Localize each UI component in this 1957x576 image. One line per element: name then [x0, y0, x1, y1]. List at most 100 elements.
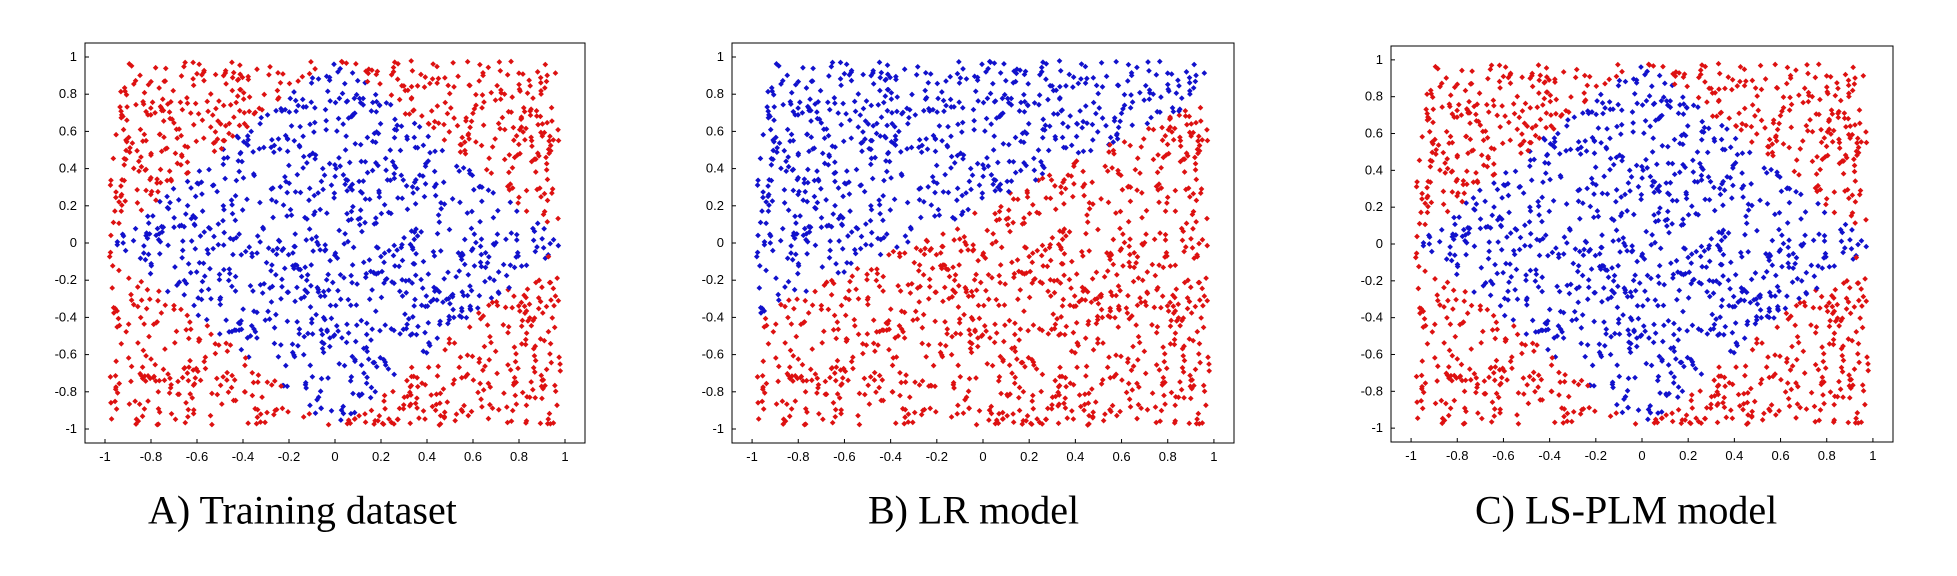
point-blue: [954, 152, 961, 159]
point-red: [113, 406, 120, 412]
point-red: [925, 342, 932, 348]
point-blue: [357, 188, 364, 195]
point-red: [1497, 410, 1503, 416]
point-blue: [1045, 96, 1051, 103]
point-red: [130, 301, 137, 308]
point-blue: [325, 271, 331, 278]
point-red: [505, 323, 512, 330]
point-blue: [954, 185, 961, 192]
point-red: [1029, 392, 1036, 399]
y-tick-label: 0.4: [59, 161, 77, 176]
point-blue: [308, 320, 315, 326]
point-red: [1136, 339, 1143, 346]
point-red: [949, 333, 955, 340]
point-blue: [1707, 178, 1714, 185]
point-red: [172, 416, 179, 423]
point-blue: [1774, 283, 1781, 290]
point-blue: [917, 185, 924, 191]
point-red: [1134, 254, 1141, 260]
point-blue: [1754, 227, 1760, 234]
point-blue: [1615, 237, 1622, 243]
point-red: [440, 386, 447, 392]
point-red: [259, 394, 265, 400]
point-red: [1168, 317, 1174, 324]
point-red: [484, 322, 491, 328]
point-blue: [1771, 315, 1777, 321]
point-red: [807, 366, 814, 373]
point-red: [407, 401, 414, 408]
point-red: [1167, 124, 1174, 130]
point-red: [1137, 170, 1143, 176]
point-blue: [384, 177, 391, 183]
point-red: [1071, 293, 1078, 299]
point-red: [451, 115, 457, 121]
point-red: [401, 83, 407, 89]
point-blue: [959, 104, 966, 111]
point-blue: [980, 173, 986, 180]
point-red: [1172, 262, 1179, 269]
point-blue: [908, 144, 915, 151]
point-red: [478, 396, 484, 403]
point-blue: [1078, 76, 1084, 82]
x-tick-label: 0.2: [1020, 449, 1038, 464]
point-red: [1729, 76, 1736, 83]
point-red: [1077, 403, 1084, 410]
point-red: [1171, 341, 1178, 348]
point-blue: [1652, 297, 1659, 303]
point-blue: [471, 263, 478, 269]
point-blue: [828, 223, 835, 230]
point-red: [1049, 234, 1056, 241]
point-blue: [1831, 263, 1838, 269]
point-red: [240, 89, 247, 96]
point-blue: [286, 180, 293, 187]
point-red: [552, 388, 559, 395]
point-red: [421, 84, 428, 90]
point-blue: [790, 187, 797, 194]
point-red: [915, 267, 922, 274]
point-red: [523, 402, 530, 409]
point-red: [830, 399, 837, 406]
point-blue: [292, 298, 298, 305]
point-red: [1001, 302, 1008, 308]
point-blue: [1761, 165, 1768, 171]
point-blue: [1848, 245, 1855, 252]
point-blue: [770, 91, 777, 98]
point-red: [1529, 83, 1536, 90]
point-blue: [298, 295, 304, 302]
point-blue: [1600, 110, 1606, 117]
point-red: [1742, 363, 1749, 369]
y-tick-label: -0.4: [702, 309, 724, 324]
point-red: [1192, 167, 1199, 173]
point-blue: [1517, 183, 1524, 190]
point-red: [1537, 116, 1544, 123]
point-red: [503, 404, 510, 410]
point-red: [183, 326, 190, 333]
point-blue: [1697, 253, 1704, 260]
point-blue: [1638, 191, 1645, 198]
point-red: [1543, 74, 1550, 80]
point-blue: [1855, 241, 1861, 248]
point-red: [1015, 196, 1021, 203]
point-red: [1198, 315, 1204, 321]
point-red: [113, 131, 119, 138]
point-blue: [340, 121, 346, 127]
point-blue: [409, 280, 416, 286]
point-red: [505, 362, 511, 368]
point-blue: [249, 250, 255, 257]
point-red: [1127, 251, 1133, 258]
point-blue: [438, 205, 445, 212]
point-blue: [1577, 151, 1584, 157]
point-red: [1084, 212, 1090, 218]
point-red: [984, 227, 991, 234]
point-blue: [1543, 152, 1550, 159]
point-red: [755, 399, 761, 406]
point-blue: [307, 304, 314, 310]
point-blue: [997, 181, 1004, 188]
point-red: [1783, 359, 1790, 365]
point-red: [538, 79, 544, 86]
point-red: [1758, 86, 1765, 93]
point-red: [481, 343, 488, 350]
point-blue: [920, 107, 927, 114]
point-blue: [229, 210, 236, 217]
point-red: [1010, 196, 1017, 202]
